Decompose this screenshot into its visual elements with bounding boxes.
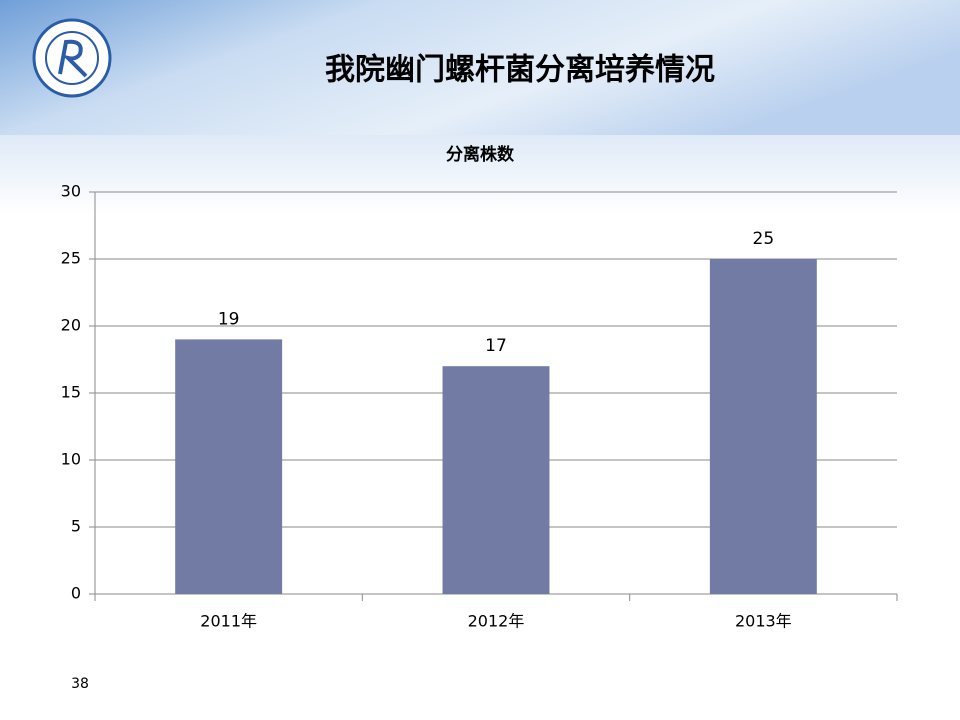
bar (175, 339, 283, 594)
y-tick-label: 5 (71, 517, 81, 536)
slide-title: 我院幽门螺杆菌分离培养情况 (325, 53, 715, 88)
y-tick-label: 0 (71, 584, 81, 603)
value-label: 25 (753, 229, 775, 249)
bar (442, 366, 550, 594)
y-tick-label: 25 (61, 249, 81, 268)
value-label: 19 (218, 309, 240, 329)
bar (709, 259, 817, 594)
x-tick-label: 2011年 (200, 612, 257, 631)
value-label: 17 (485, 336, 507, 356)
header-band (0, 0, 960, 135)
y-tick-label: 10 (61, 450, 81, 469)
y-tick-label: 15 (61, 383, 81, 402)
header-fade (0, 135, 960, 215)
logo (32, 18, 112, 98)
y-tick-label: 20 (61, 316, 81, 335)
x-tick-label: 2013年 (735, 612, 792, 631)
page-number: 38 (71, 676, 89, 692)
y-tick-label: 30 (61, 182, 81, 201)
chart-title: 分离株数 (446, 144, 515, 165)
x-tick-label: 2012年 (468, 612, 525, 631)
